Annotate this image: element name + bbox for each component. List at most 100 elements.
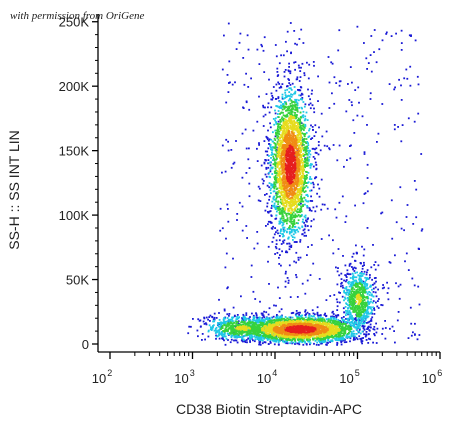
data-point <box>311 309 314 312</box>
data-point <box>295 314 297 317</box>
data-point <box>352 334 355 337</box>
data-point <box>372 328 375 330</box>
data-point <box>354 267 357 270</box>
data-point <box>360 291 363 293</box>
data-point <box>365 316 367 318</box>
data-point <box>375 61 378 64</box>
data-point <box>285 115 288 118</box>
data-point <box>249 339 251 342</box>
data-point <box>395 221 398 224</box>
data-point <box>279 317 282 320</box>
data-point <box>341 318 344 321</box>
data-point <box>349 324 352 326</box>
data-point <box>381 327 384 330</box>
data-point <box>328 331 331 333</box>
data-point <box>346 310 349 312</box>
data-point <box>275 317 278 320</box>
data-point <box>289 296 292 298</box>
data-point <box>274 165 277 168</box>
data-point <box>274 172 277 174</box>
data-point <box>233 161 236 164</box>
data-point <box>371 293 373 296</box>
data-point <box>297 230 300 233</box>
data-point <box>262 336 265 339</box>
data-point <box>338 29 341 32</box>
data-point <box>202 320 205 323</box>
data-point <box>294 231 297 234</box>
data-point <box>346 159 348 161</box>
data-point <box>261 342 264 345</box>
data-point <box>288 79 290 81</box>
data-point <box>296 122 299 124</box>
data-point <box>303 191 306 193</box>
data-point <box>298 144 301 147</box>
data-point <box>304 147 307 150</box>
data-point <box>276 134 278 137</box>
data-point <box>328 81 331 84</box>
data-point <box>301 282 304 285</box>
data-point <box>282 235 285 237</box>
data-point <box>272 86 275 88</box>
data-point <box>256 147 258 150</box>
data-point <box>190 325 192 328</box>
data-point <box>361 310 364 313</box>
data-point <box>281 250 283 253</box>
data-point <box>336 321 338 324</box>
data-point <box>232 325 235 328</box>
data-point <box>278 184 281 187</box>
data-point <box>280 142 283 145</box>
data-point <box>363 301 366 304</box>
data-point <box>344 297 347 300</box>
data-point <box>298 66 301 69</box>
data-point <box>351 303 354 306</box>
data-point <box>280 111 283 114</box>
data-point <box>371 312 374 315</box>
data-point <box>309 166 312 169</box>
data-point <box>349 289 351 292</box>
data-point <box>320 112 323 115</box>
data-point <box>347 336 350 338</box>
data-point <box>269 164 272 167</box>
data-point <box>269 342 272 344</box>
data-point <box>326 335 329 337</box>
data-point <box>279 177 282 180</box>
data-point <box>230 322 233 324</box>
data-point <box>280 54 282 57</box>
data-point <box>330 61 333 64</box>
data-point <box>227 319 230 321</box>
data-point <box>269 144 271 147</box>
data-point <box>280 101 283 104</box>
data-point <box>294 225 296 228</box>
data-point <box>276 136 279 139</box>
data-point <box>258 337 260 340</box>
data-point <box>228 82 230 84</box>
data-point <box>361 340 364 342</box>
data-point <box>301 132 304 135</box>
data-point <box>313 64 315 67</box>
data-point <box>308 314 310 317</box>
data-point <box>307 136 310 139</box>
data-point <box>300 129 303 132</box>
data-point <box>372 295 375 298</box>
data-point <box>258 187 261 190</box>
data-point <box>354 320 357 323</box>
data-point <box>301 139 304 142</box>
data-point <box>351 316 353 319</box>
data-point <box>278 248 281 251</box>
data-point <box>323 203 326 206</box>
data-point <box>332 322 335 325</box>
data-point <box>356 304 359 307</box>
data-point <box>363 333 365 336</box>
data-point <box>291 230 293 233</box>
data-point <box>210 328 212 330</box>
data-point <box>238 316 240 319</box>
data-point <box>348 311 351 314</box>
data-point <box>322 335 325 337</box>
data-point <box>302 203 304 206</box>
data-point <box>285 120 288 123</box>
data-point <box>295 310 298 312</box>
data-point <box>375 280 377 283</box>
data-point <box>337 337 339 339</box>
data-point <box>347 83 349 85</box>
data-point <box>278 154 280 157</box>
